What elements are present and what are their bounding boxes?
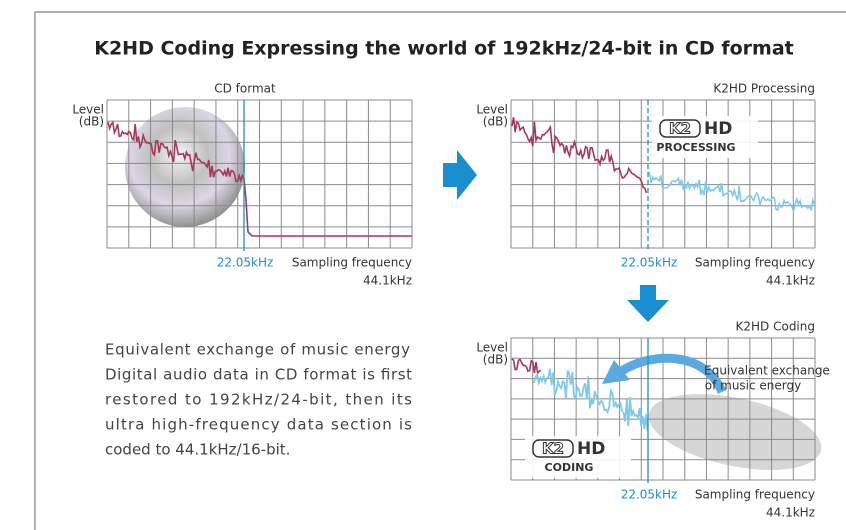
marker-label: 22.05kHz [217,256,274,270]
panel-label: K2HD Processing [713,82,815,96]
title: K2HD Coding Expressing the world of 192k… [94,38,794,60]
waveform [511,358,542,375]
x-axis-end: 44.1kHz [766,506,815,520]
description-line: Digital audio data in CD format is first [105,366,412,384]
down-arrow [627,285,669,322]
waveform [107,120,412,237]
panel-label: CD format [214,82,276,96]
logo-mark-box [532,439,574,458]
logo-mark-box [659,119,701,138]
description-line: Equivalent exchange of music energy [105,341,410,359]
cd-disc [125,107,245,227]
exchange-arrow [617,353,727,394]
y-axis-label: Level [476,103,508,117]
logo-text: HD [704,119,732,139]
panel: CD format Level(dB) 22.05kHz Sampling frequ… [72,82,413,288]
annotation: Equivalent exchange [704,364,830,378]
energy-area [648,394,822,470]
logo: K2 HD PROCESSING [652,116,758,158]
description-line: ultra high-frequency data section is [105,416,412,434]
logo-mark: K2 [542,440,564,458]
panel: K2HD Processing Level(dB) 22.05kHz Sampling… [476,82,816,288]
waveform-coded [533,368,649,432]
logo-mark: K2 [669,120,691,138]
waveform [511,117,648,194]
y-axis-label: Level [476,341,508,355]
panel-label: K2HD Coding [736,320,815,334]
logo-text: HD [577,439,605,459]
x-axis-end: 44.1kHz [766,274,815,288]
annotation: of music energy [705,379,802,393]
x-axis-end: 44.1kHz [363,274,412,288]
marker-label: 22.05kHz [621,488,678,502]
logo-caption: CODING [545,461,594,474]
y-axis-label: (dB) [483,115,508,129]
y-axis-label: Level [72,103,104,117]
y-axis-label: (dB) [483,353,508,367]
exchange-arrowhead [602,360,630,384]
right-arrow [443,150,477,200]
x-axis-label: Sampling frequency [292,256,412,270]
grid [106,99,413,249]
description-line: coded to 44.1kHz/16-bit. [105,441,290,459]
y-axis-label: (dB) [79,115,104,129]
logo-caption: PROCESSING [656,141,735,154]
x-axis-label: Sampling frequency [695,256,815,270]
marker-label: 22.05kHz [621,256,678,270]
description-line: restored to 192kHz/24-bit, then its [105,391,412,409]
description: Equivalent exchange of music energy Digit… [105,341,412,459]
logo: K2 HD CODING [525,436,631,478]
frame [34,11,846,530]
waveform-restored [647,171,816,214]
x-axis-label: Sampling frequency [695,488,815,502]
